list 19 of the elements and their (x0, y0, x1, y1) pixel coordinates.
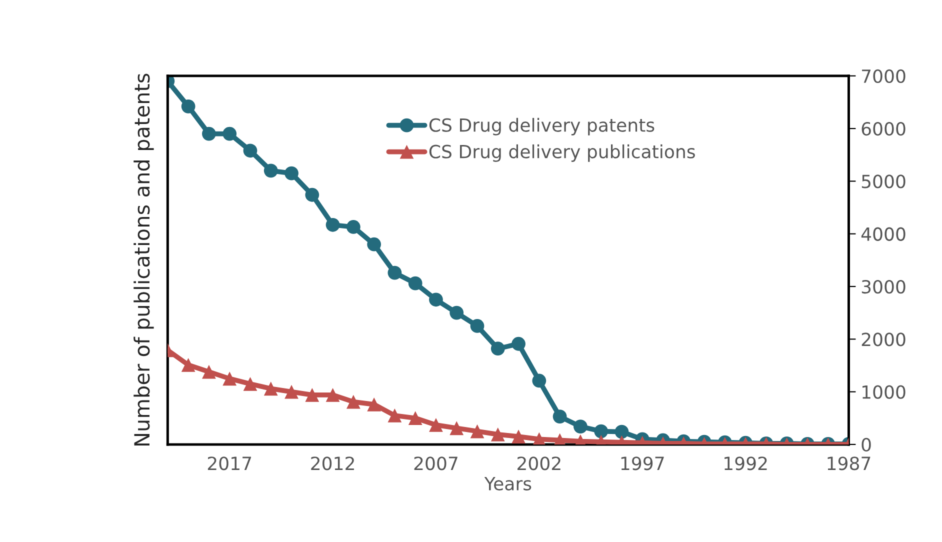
x-tick-label: 1997 (621, 456, 664, 470)
y-axis-title: Number of publications and patents (134, 74, 154, 446)
x-tick-label: 2007 (414, 456, 458, 470)
y-tick-label: 6000 (862, 122, 906, 136)
x-tick-label: 1987 (828, 456, 870, 470)
y-tick-label: 4000 (861, 227, 906, 241)
x-tick-label: 2012 (311, 456, 354, 470)
legend-label: CS Drug delivery patents (429, 118, 654, 136)
y-tick-label: 1000 (862, 385, 906, 399)
x-tick-label: 2002 (518, 456, 560, 470)
legend-label: CS Drug delivery publications (429, 144, 695, 162)
y-tick-label: 3000 (862, 280, 906, 294)
y-tick-label: 7000 (862, 69, 906, 83)
y-tick-label: 2000 (862, 332, 906, 346)
x-tick-label: 2017 (208, 456, 252, 470)
x-axis-title: Years (484, 477, 532, 490)
y-tick-label: 5000 (862, 174, 906, 188)
x-tick-label: 1992 (724, 456, 767, 470)
y-tick-label: 0 (862, 438, 871, 452)
